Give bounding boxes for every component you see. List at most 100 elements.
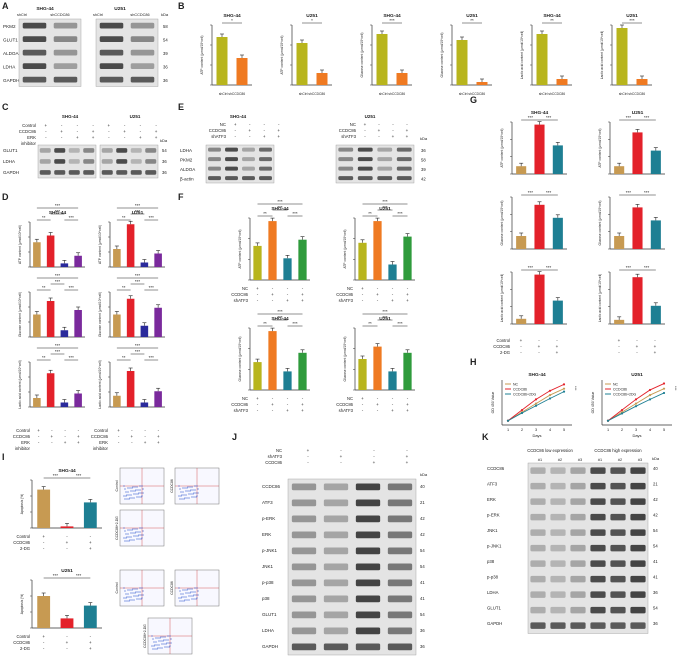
panel-i-flow-dot — [140, 594, 142, 596]
panel-f-chart-ylabel: ATP content (μmol/10⁶cell) — [238, 229, 242, 268]
panel-e-cond-left-sign: - — [235, 134, 237, 139]
panel-i-flow-dot — [160, 640, 162, 642]
panel-a-blot-u251-band — [99, 63, 124, 69]
panel-b-chart-bar — [236, 58, 248, 85]
panel-k-blot-band — [630, 482, 646, 490]
panel-a-lane-label: shCCDC86 — [50, 13, 69, 17]
panel-i-flow-dot — [183, 498, 185, 500]
panel-h-point — [662, 382, 666, 385]
panel-e-cond-right-sign: - — [392, 128, 394, 133]
panel-i-flow-dot — [142, 534, 144, 536]
panel-i-flow-dot — [153, 645, 155, 647]
panel-e-cond-right-sign: - — [406, 122, 408, 127]
panel-i-flow-dot — [185, 490, 187, 492]
panel-j-sign: + — [406, 460, 409, 465]
panel-i-flow-dot — [169, 635, 171, 637]
panel-k-kda: 42 — [653, 513, 658, 518]
panel-f-chart-sig-label: *** — [382, 199, 388, 204]
panel-i-flow-dot — [136, 486, 138, 488]
panel-i-flow-dot — [131, 539, 133, 541]
panel-a-lane-label: shCtrl — [17, 13, 27, 17]
panel-e-blot-u251-band — [396, 176, 412, 181]
panel-i-flow-dot — [126, 494, 128, 496]
panel-c-cond-sign: + — [139, 135, 142, 140]
panel-i-row-label: 2-DG — [20, 546, 30, 551]
panel-j-blot-band — [323, 595, 349, 603]
panel-i-sign: + — [66, 540, 69, 545]
panel-c-group: SHG-44 — [62, 114, 79, 119]
panel-g-sign-right: - — [636, 350, 638, 355]
panel-f-sign: + — [406, 298, 409, 303]
panel-e-cond-right-row-label: shATF3 — [341, 134, 356, 139]
panel-j-blot-band — [291, 611, 317, 619]
panel-f-chart-sig-label: *** — [382, 315, 388, 320]
panel-g-sign-right: - — [636, 338, 638, 343]
panel-i-chart-sig-label: *** — [76, 573, 82, 578]
panel-e-blot-shg44-band — [242, 147, 255, 152]
panel-f-sign: + — [361, 396, 364, 401]
panel-e-blot-u251-band — [377, 176, 393, 181]
panel-i-flow-dot — [192, 591, 194, 593]
panel-c-group: U251 — [130, 114, 141, 119]
panel-a-kda: 58 — [163, 24, 168, 29]
panel-e-cond-right-sign: - — [364, 134, 366, 139]
panel-j-blot-band — [355, 595, 381, 603]
panel-g-row-label: 2-DG — [500, 350, 510, 355]
panel-h-point — [506, 419, 510, 422]
panel-i-flow-dot — [191, 588, 193, 590]
panel-k-protein-label: p-JNK1 — [487, 544, 502, 549]
panel-i-flow-dot — [196, 485, 198, 487]
panel-a-protein-label: ALDOA — [3, 51, 20, 56]
panel-k-blot-band — [610, 606, 626, 614]
panel-f-row-label: CCDC86 — [336, 292, 353, 297]
panel-j-blot-band — [323, 531, 349, 539]
panel-i-flow-dot — [128, 498, 130, 500]
panel-b-chart-title: SHG-44 — [543, 13, 561, 19]
panel-k-protein-label: GLUT1 — [487, 606, 501, 611]
panel-d-chart-sig-label: ** — [122, 215, 126, 220]
panel-i-sign: + — [89, 540, 92, 545]
panel-g-chart-bar — [650, 220, 661, 249]
panel-i-flow-dot — [168, 646, 170, 648]
panel-h-point — [606, 419, 610, 422]
panel-f-sign: - — [287, 396, 289, 401]
panel-i-chart-ylabel: Apoptosis (%) — [20, 494, 24, 515]
panel-a-blot-shg44-band — [22, 76, 47, 83]
panel-f-row-label: NC — [242, 396, 248, 401]
panel-b-xlabel: shCtrl shCCDC86 — [379, 92, 405, 96]
panel-letter-A: A — [2, 1, 9, 11]
panel-letter-E: E — [178, 102, 184, 112]
panel-i-flow-dot — [134, 486, 136, 488]
panel-i-flow-dot — [134, 532, 136, 534]
panel-f-chart-bar — [283, 371, 292, 390]
panel-h-point — [534, 402, 538, 405]
panel-b-xlabel: shCtrl shCCDC86 — [219, 92, 245, 96]
panel-e-blot-u251-band — [338, 166, 354, 171]
panel-a-kda: 36 — [163, 78, 168, 83]
panel-j-sign: - — [307, 454, 309, 459]
panel-k-blot-band — [590, 575, 606, 583]
panel-f-sign: - — [392, 292, 394, 297]
panel-k-kda: 54 — [653, 606, 658, 611]
panel-a-kda: 36 — [163, 65, 168, 70]
panel-c-blot-u251-band — [101, 170, 113, 175]
panel-d-chart-sig-label: *** — [135, 343, 141, 348]
panel-i-flow-dot — [138, 496, 140, 498]
panel-i-flow-dot — [193, 598, 195, 600]
panel-i-flow-dot — [129, 529, 131, 531]
panel-c-blot-shg44-band — [54, 170, 66, 175]
panel-i-flow-dot — [179, 600, 181, 602]
panel-i-flow-dot — [124, 590, 126, 592]
panel-f-sign: - — [392, 396, 394, 401]
panel-k-blot-band — [530, 591, 546, 598]
panel-h-point — [648, 388, 652, 392]
panel-d-row-label-right: Control — [94, 428, 108, 433]
panel-b-chart-bar — [456, 40, 468, 85]
panel-j-blot-band — [355, 643, 381, 651]
panel-k-kda: 54 — [653, 544, 658, 549]
panel-c-cond-sign: - — [45, 129, 47, 134]
panel-c-cond-sign: - — [77, 129, 79, 134]
panel-i-flow-dot — [142, 594, 144, 596]
panel-k-protein-label: CCDC86 — [487, 466, 505, 471]
panel-h-point — [620, 412, 624, 415]
